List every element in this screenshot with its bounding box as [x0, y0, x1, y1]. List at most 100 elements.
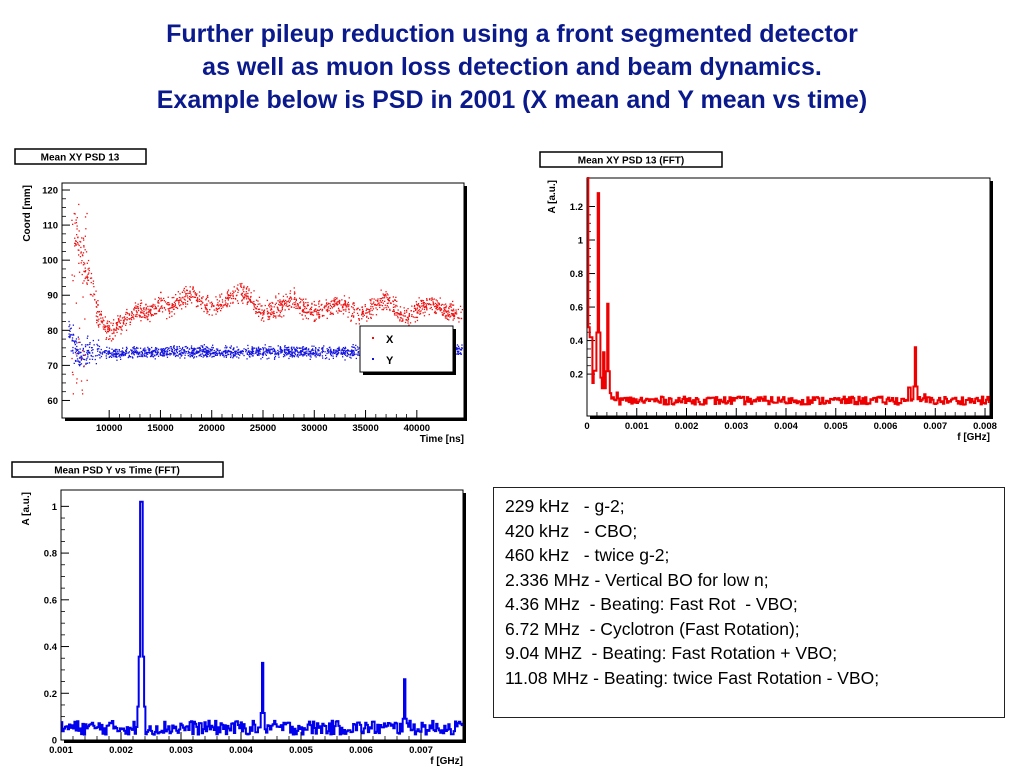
point: [262, 314, 264, 316]
point: [78, 244, 80, 247]
point: [450, 306, 452, 308]
point: [423, 303, 425, 305]
point: [170, 353, 172, 355]
point: [457, 350, 459, 353]
point: [81, 357, 83, 359]
point: [210, 348, 212, 350]
point: [117, 350, 119, 353]
point: [106, 320, 109, 322]
point: [85, 228, 87, 230]
point: [257, 347, 259, 349]
point: [234, 355, 236, 357]
point: [323, 345, 325, 347]
point: [196, 350, 198, 352]
point: [159, 298, 161, 300]
point: [377, 300, 379, 302]
point: [116, 324, 118, 326]
point: [421, 302, 423, 305]
point: [298, 306, 300, 308]
y-tick-label: 120: [42, 186, 58, 197]
point: [195, 351, 197, 353]
point: [260, 305, 262, 307]
point: [232, 295, 234, 298]
point: [279, 346, 281, 348]
point: [290, 352, 292, 354]
point: [314, 310, 316, 313]
point: [362, 312, 364, 314]
point: [286, 349, 288, 351]
point: [178, 345, 180, 348]
point: [237, 302, 239, 304]
point: [152, 355, 154, 357]
point: [217, 308, 220, 310]
point: [211, 346, 213, 348]
point: [248, 299, 251, 301]
point: [100, 355, 103, 358]
point: [176, 346, 178, 348]
point: [80, 357, 82, 359]
point: [189, 292, 192, 294]
point: [253, 303, 255, 306]
point: [234, 351, 236, 353]
point: [397, 317, 399, 319]
point: [435, 312, 437, 314]
point: [443, 311, 445, 313]
point: [182, 352, 184, 355]
point: [102, 326, 104, 328]
point: [192, 287, 194, 290]
point: [150, 312, 152, 315]
point: [351, 354, 353, 357]
point: [313, 353, 316, 355]
point: [222, 354, 224, 357]
point: [379, 306, 381, 309]
point: [215, 350, 217, 352]
point: [304, 315, 306, 317]
point: [324, 305, 326, 307]
point: [407, 318, 410, 320]
point: [221, 299, 224, 301]
point: [264, 353, 267, 355]
point: [445, 303, 447, 305]
point: [118, 321, 121, 323]
x-tick-label: 30000: [301, 423, 327, 434]
point: [320, 308, 322, 310]
point: [160, 350, 163, 352]
point: [302, 318, 304, 320]
point: [389, 309, 391, 312]
point: [278, 353, 280, 356]
point: [102, 351, 104, 353]
point: [310, 349, 313, 351]
point: [133, 354, 135, 356]
point: [169, 307, 171, 309]
point: [327, 306, 330, 308]
x-tick-label: 25000: [250, 423, 276, 434]
point: [226, 297, 228, 299]
point: [134, 350, 136, 352]
point: [177, 348, 179, 350]
point: [93, 293, 96, 296]
point: [227, 296, 229, 299]
point: [145, 309, 147, 311]
point: [301, 299, 303, 301]
point: [111, 356, 113, 358]
point: [318, 314, 321, 316]
point: [219, 349, 221, 351]
point: [326, 317, 328, 319]
point: [256, 312, 259, 314]
point: [76, 234, 78, 236]
point: [183, 287, 185, 290]
point: [382, 297, 384, 299]
point: [211, 314, 213, 316]
point: [444, 307, 446, 309]
point: [366, 316, 368, 318]
point: [134, 350, 137, 352]
point: [246, 352, 248, 354]
point: [125, 322, 127, 325]
point: [134, 351, 136, 353]
point: [355, 357, 357, 360]
point: [318, 306, 320, 308]
point: [305, 307, 308, 310]
point: [262, 347, 264, 349]
point: [417, 312, 419, 314]
point: [115, 329, 117, 331]
